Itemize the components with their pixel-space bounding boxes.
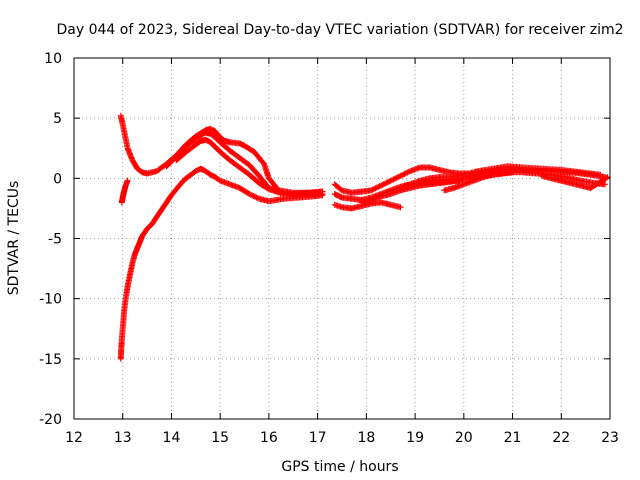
series-track-5 <box>118 177 131 206</box>
x-tick-label: 23 <box>601 430 619 446</box>
y-tick-label: -10 <box>39 292 62 308</box>
series-track-4 <box>117 165 326 362</box>
point-marks <box>118 177 131 206</box>
x-tick-labels: 12 13 14 15 16 17 18 19 20 21 22 23 <box>65 430 619 446</box>
plot-frame <box>73 57 611 420</box>
series-track-3 <box>173 136 326 197</box>
point-marks <box>163 129 326 197</box>
point-marks <box>331 199 404 212</box>
y-tick-label: 10 <box>44 51 62 67</box>
y-tick-label: 5 <box>53 111 62 127</box>
series-track-11 <box>441 169 516 194</box>
x-tick-label: 20 <box>455 430 473 446</box>
y-axis-label: SDTVAR / TECUs <box>6 181 22 296</box>
series-track-2 <box>163 129 326 197</box>
point-marks <box>538 172 611 191</box>
x-tick-label: 21 <box>504 430 522 446</box>
series-track-12 <box>538 172 611 191</box>
chart-title: Day 044 of 2023, Sidereal Day-to-day VTE… <box>57 22 624 38</box>
x-tick-label: 17 <box>309 430 327 446</box>
x-tick-label: 18 <box>357 430 375 446</box>
x-axis-label: GPS time / hours <box>281 459 398 475</box>
grid <box>74 58 610 419</box>
x-tick-label: 22 <box>552 430 570 446</box>
y-tick-label: -15 <box>39 352 62 368</box>
y-tick-label: 0 <box>53 171 62 187</box>
data-points <box>117 112 611 362</box>
x-tick-label: 12 <box>65 430 83 446</box>
x-tick-label: 16 <box>260 430 278 446</box>
y-tick-label: -5 <box>48 232 62 248</box>
x-tick-label: 14 <box>163 430 181 446</box>
x-tick-label: 19 <box>406 430 424 446</box>
y-tick-labels: -20 -15 -10 -5 0 5 10 <box>39 51 62 428</box>
point-marks <box>441 169 516 194</box>
series-track-8 <box>331 199 404 212</box>
x-tick-label: 15 <box>211 430 229 446</box>
point-marks <box>173 136 326 197</box>
y-tick-label: -20 <box>39 412 62 428</box>
x-tick-label: 13 <box>114 430 132 446</box>
point-marks <box>117 165 326 362</box>
